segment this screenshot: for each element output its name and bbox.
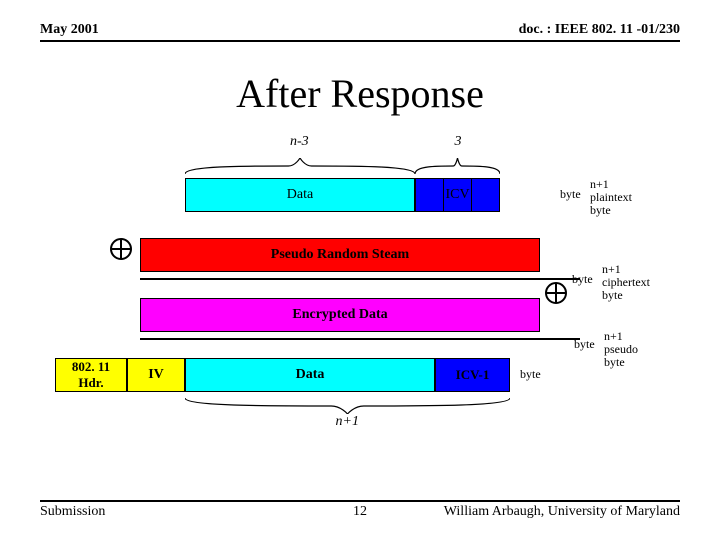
brace-right-label: 3 [455,134,462,150]
brace-bottom [185,398,510,414]
row2-annotation: n+1 ciphertext byte [602,263,650,302]
footer-left: Submission [40,504,105,520]
row4-hdr-box: 802. 11 Hdr. [55,358,127,392]
row2-prs-box: Pseudo Random Steam [140,238,540,272]
separator-line-1 [140,278,580,280]
row1-byte-label: byte [560,188,581,201]
row1-annotation: n+1 plaintext byte [590,178,632,217]
separator-line-2 [140,338,580,340]
row3-encrypted-label: Encrypted Data [292,307,387,323]
row3-encrypted-box: Encrypted Data [140,298,540,332]
brace-left [185,158,415,174]
row3-annotation: n+1 pseudo byte [604,330,638,369]
header-doc: doc. : IEEE 802. 11 -01/230 [519,22,680,38]
xor-icon-2 [545,282,567,304]
row1-data-label: Data [287,187,313,203]
row3-byte-label: byte [574,338,595,351]
brace-left-label: n-3 [290,134,309,150]
row4-data-box: Data [185,358,435,392]
page-title: After Response [0,70,720,117]
xor-icon-1 [110,238,132,260]
diagram-stage: n-3 3 Data ICV byte n+1 plaintext byte P… [40,130,700,470]
row2-byte-label: byte [572,273,593,286]
footer-right: William Arbaugh, University of Maryland [444,504,680,520]
row4-iv-box: IV [127,358,185,392]
header-date: May 2001 [40,22,99,38]
row1-icv-box: ICV [415,178,500,212]
footer-page: 12 [353,504,367,520]
row1-data-box: Data [185,178,415,212]
row2-prs-label: Pseudo Random Steam [271,247,409,263]
row4-data-label: Data [296,367,325,383]
row4-byte-label: byte [520,368,541,381]
row1-icv-label: ICV [445,187,469,203]
row4-hdr-label: 802. 11 Hdr. [72,359,110,391]
row4-icv-box: ICV-1 [435,358,510,392]
row4-icv-label: ICV-1 [456,367,490,383]
row4-iv-label: IV [148,367,164,383]
brace-right [415,158,500,174]
brace-bottom-label: n+1 [336,414,359,430]
